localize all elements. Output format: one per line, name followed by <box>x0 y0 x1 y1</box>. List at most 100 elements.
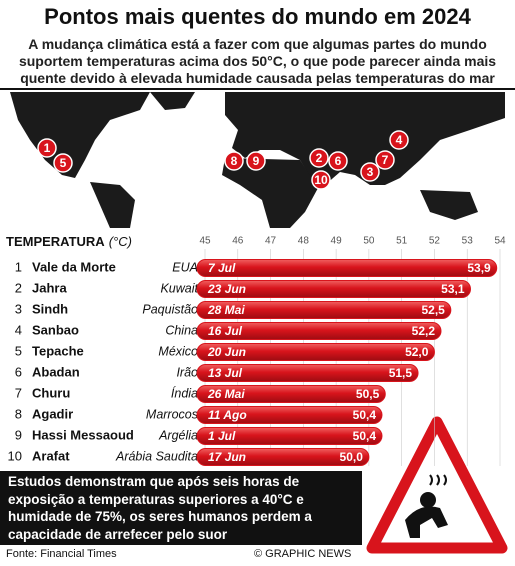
map-marker <box>224 151 244 171</box>
map-marker <box>246 151 266 171</box>
x-tick-label: 46 <box>232 236 244 247</box>
value-label: 52,0 <box>405 345 429 359</box>
value-label: 52,2 <box>412 324 436 338</box>
map-marker-label: 3 <box>367 165 374 179</box>
note: Estudos demonstram que após seis horas d… <box>0 471 362 545</box>
category-label: Arafat <box>32 448 70 463</box>
date-label: 13 Jul <box>208 366 243 380</box>
value-label: 53,1 <box>441 282 465 296</box>
rank: 5 <box>15 343 22 358</box>
bar <box>196 343 435 361</box>
country-label: Irão <box>176 365 198 379</box>
bar <box>196 427 383 445</box>
rank: 1 <box>15 259 22 274</box>
rank: 10 <box>8 448 22 463</box>
x-tick-label: 47 <box>265 236 277 247</box>
category-label: Sanbao <box>32 322 79 337</box>
rank: 6 <box>15 364 22 379</box>
x-tick-label: 51 <box>396 236 408 247</box>
map-marker <box>360 162 380 182</box>
rank: 8 <box>15 406 22 421</box>
rank: 9 <box>15 427 22 442</box>
date-label: 17 Jun <box>208 450 246 464</box>
source: Fonte: Financial Times <box>6 548 117 560</box>
x-tick-label: 49 <box>331 236 343 247</box>
date-label: 23 Jun <box>207 282 246 296</box>
value-label: 53,9 <box>467 261 491 275</box>
map-marker-label: 7 <box>382 153 389 167</box>
value-label: 50,4 <box>353 429 377 443</box>
category-label: Vale da Morte <box>32 259 116 274</box>
bar <box>196 448 370 466</box>
date-label: 7 Jul <box>208 261 236 275</box>
map-marker <box>53 153 73 173</box>
country-label: México <box>158 344 198 358</box>
value-label: 51,5 <box>389 366 413 380</box>
value-label: 50,0 <box>340 450 364 464</box>
date-label: 26 Mai <box>207 387 245 401</box>
map-marker <box>309 148 329 168</box>
value-label: 50,4 <box>353 408 377 422</box>
map-marker-label: 10 <box>314 173 328 187</box>
map-marker <box>311 170 331 190</box>
map-marker <box>389 130 409 150</box>
map-marker <box>328 151 348 171</box>
category-label: Abadan <box>32 364 80 379</box>
bar <box>196 385 386 403</box>
country-label: Marrocos <box>146 407 198 421</box>
rank: 7 <box>15 385 22 400</box>
country-label: China <box>165 323 198 337</box>
category-label: Hassi Messaoud <box>32 427 134 442</box>
value-label: 52,5 <box>421 303 445 317</box>
map-marker-label: 5 <box>60 156 67 170</box>
bar <box>196 406 383 424</box>
map-marker-label: 6 <box>335 154 342 168</box>
category-label: Tepache <box>32 343 84 358</box>
value-label: 50,5 <box>356 387 380 401</box>
axis-label-text: TEMPERATURA <box>6 234 105 249</box>
rank: 2 <box>15 280 22 295</box>
rank: 4 <box>15 322 22 337</box>
map-marker <box>37 138 57 158</box>
x-tick-label: 53 <box>462 236 474 247</box>
bar <box>196 280 471 298</box>
category-label: Agadir <box>32 406 73 421</box>
country-label: EUA <box>172 260 198 274</box>
bar <box>196 259 498 277</box>
axis-label: TEMPERATURA (°C) <box>6 234 132 249</box>
x-tick-label: 54 <box>494 236 506 247</box>
title: Pontos mais quentes do mundo em 2024 <box>44 4 471 29</box>
date-label: 1 Jul <box>208 429 236 443</box>
x-tick-label: 50 <box>363 236 375 247</box>
category-label: Sindh <box>32 301 68 316</box>
category-label: Jahra <box>32 280 67 295</box>
rank: 3 <box>15 301 22 316</box>
x-tick-label: 48 <box>298 236 310 247</box>
map-marker-label: 4 <box>396 133 403 147</box>
bar <box>196 322 442 340</box>
date-label: 20 Jun <box>207 345 246 359</box>
credit: © GRAPHIC NEWS <box>254 548 352 560</box>
country-label: Argélia <box>158 428 198 442</box>
x-tick-label: 52 <box>429 236 441 247</box>
date-label: 16 Jul <box>208 324 243 338</box>
bar <box>196 364 419 382</box>
category-label: Churu <box>32 385 70 400</box>
axis-unit: (°C) <box>109 234 132 249</box>
country-label: Paquistão <box>142 302 198 316</box>
subtitle: A mudança climática está a fazer com que… <box>18 36 497 86</box>
map-marker <box>375 150 395 170</box>
map-marker-label: 9 <box>253 154 260 168</box>
map-marker-label: 2 <box>316 151 323 165</box>
warning-icon <box>366 416 508 554</box>
x-tick-label: 45 <box>199 236 211 247</box>
map-marker-label: 8 <box>231 154 238 168</box>
bar <box>196 301 452 319</box>
date-label: 28 Mai <box>207 303 245 317</box>
map-marker-label: 1 <box>44 141 51 155</box>
country-label: Arábia Saudita <box>115 449 198 463</box>
country-label: Índia <box>171 385 198 400</box>
date-label: 11 Ago <box>208 408 247 422</box>
